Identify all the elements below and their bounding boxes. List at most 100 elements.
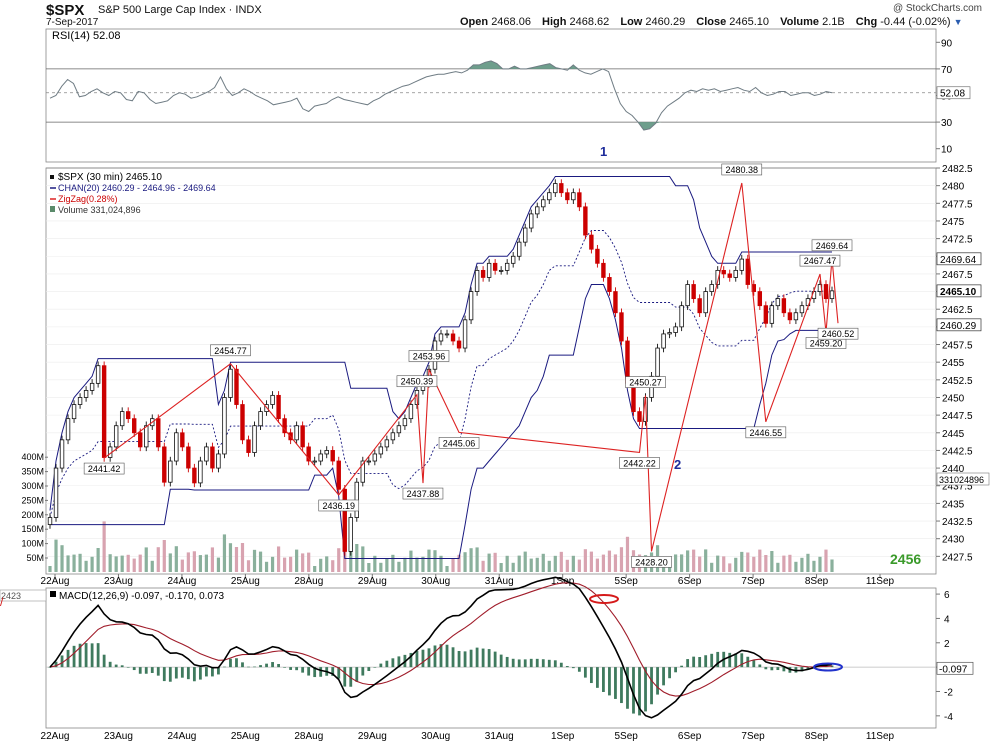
candle-body [486,262,492,278]
candle-body [456,340,462,349]
macd-hist-bar [439,644,443,668]
macd-hist-bar [445,644,449,668]
volume-bar [234,547,239,572]
candle-body [474,269,480,292]
candle-body [462,319,468,349]
volume-bar [499,563,503,572]
volume-bar [252,549,257,572]
volume-bar [84,560,88,572]
macd-flat-marker [813,662,843,672]
candle-body [799,305,805,314]
macd-hist-bar [343,667,347,687]
volume-bar [469,548,473,572]
volume-bar [445,566,449,572]
zigzag-label-box [396,375,438,388]
price-tick-label: 2455 [942,358,965,369]
macd-frame [45,587,937,729]
macd-hist-bar [90,643,94,668]
x-tick-label-bottom: 11Sep [866,731,895,742]
macd-hist-bar [211,667,214,677]
macd-hist-bar [168,667,172,682]
volume-bar [794,561,798,572]
x-tick-label-bottom: 29Aug [358,731,387,742]
macd-arrow-mark: / [0,595,4,609]
candle-body [535,206,540,215]
symbol-name: S&P 500 Large Cap Index · INDX [98,4,262,16]
volume-bar [228,543,233,572]
x-tick-label: 23Aug [104,576,133,587]
candle-body [577,192,582,208]
macd-hist-bar [72,645,76,668]
price-title: $SPX (30 min) 2465.10 [58,172,162,183]
candle-body [132,418,137,434]
rsi-tick-label: 90 [941,38,953,49]
volume-bar [553,555,557,572]
candle-body [523,227,528,243]
volume-bar [746,552,750,572]
volume-bar [204,554,208,572]
zigzag-label-box [619,457,660,469]
zigzag-label-box [210,344,251,357]
zigzag-label: 2437.88 [407,489,440,499]
volume-bar [613,554,618,572]
candle-body [547,192,552,201]
macd-hist-bar [361,667,365,676]
candle-body [306,446,311,462]
candle-body [372,453,378,462]
volume-bar [595,558,599,572]
candle-body [589,234,594,250]
volume-tick-label: 100M [21,539,44,549]
zigzag-label-box [408,350,450,362]
zigzag-label: 2469.64 [816,241,849,251]
volume-bar [210,547,215,572]
zigzag-label: 2428.20 [635,557,668,567]
x-tick-label: 22Aug [41,576,70,587]
volume-bar [174,546,178,572]
candle-body [270,394,275,405]
macd-hist-bar [583,667,587,678]
zigzag-label: 2450.39 [401,377,434,387]
price-tick-label: 2482.5 [942,164,973,175]
macd-hist-bar [535,658,539,668]
candle-body [336,460,341,490]
candle-body [300,425,305,448]
x-tick-label: 7Sep [741,576,765,587]
volume-bar [138,554,142,572]
rsi-line [49,60,833,131]
volume-bar [150,560,154,572]
macd-hist-bar [295,667,299,671]
volume-tick-label: 150M [21,524,44,534]
volume-bar [806,553,810,572]
zigzag-label-box [318,499,360,512]
volume-bar [307,552,311,572]
volume-bar [403,557,407,572]
chevron-down-icon[interactable]: ▼ [953,17,963,27]
volume-bar [60,545,64,572]
volume-tag-box [936,472,990,486]
macd-hist-bar [457,650,461,668]
macd-hist-bar [126,667,130,668]
candle-body [77,397,83,405]
candle-body [829,290,835,300]
volume-bar [589,551,593,572]
symbol[interactable]: $SPX [46,2,85,19]
macd-hist-bar [577,667,581,672]
candle-body [204,446,209,462]
macd-hist-bar [698,657,702,668]
macd-hist-bar [367,667,371,672]
volume-bar [830,559,834,572]
volume-bar [457,554,461,572]
macd-hist-bar [668,667,671,679]
macd-hist-bar [764,667,768,670]
macd-hist-bar [277,663,280,668]
candle-body [312,460,317,463]
candle-body [745,258,750,285]
x-tick-label: 8Sep [805,576,829,587]
ohlc-bar: Open 2468.06 High 2468.62 Low 2460.29 Cl… [460,16,963,28]
volume-tick-label: 300M [21,481,44,491]
macd-hist-bar [60,655,64,668]
candle-body [348,517,353,552]
candle-body [101,365,107,458]
candle-body [679,305,684,328]
macd-hist-bar [319,667,323,677]
